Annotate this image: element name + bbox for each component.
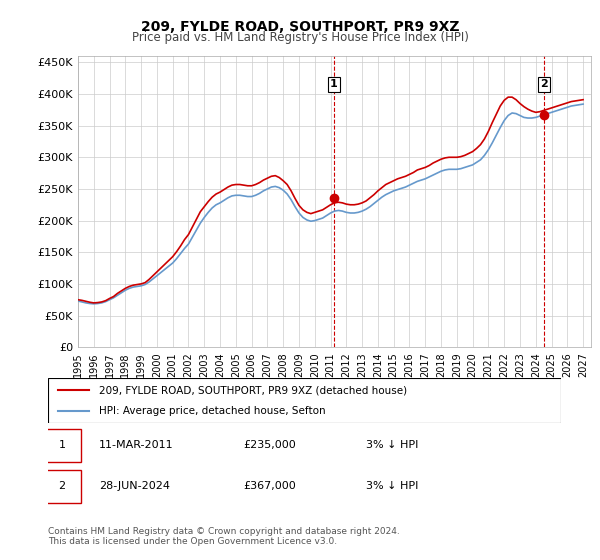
Text: 3% ↓ HPI: 3% ↓ HPI (366, 440, 418, 450)
Text: 11-MAR-2011: 11-MAR-2011 (100, 440, 174, 450)
FancyBboxPatch shape (48, 378, 561, 423)
Text: 2: 2 (58, 480, 65, 491)
Text: Contains HM Land Registry data © Crown copyright and database right 2024.
This d: Contains HM Land Registry data © Crown c… (48, 526, 400, 546)
Text: 1: 1 (330, 80, 338, 90)
Text: £235,000: £235,000 (243, 440, 296, 450)
Text: £367,000: £367,000 (243, 480, 296, 491)
FancyBboxPatch shape (43, 429, 82, 463)
Text: 2: 2 (540, 80, 548, 90)
Text: 1: 1 (58, 440, 65, 450)
Text: 3% ↓ HPI: 3% ↓ HPI (366, 480, 418, 491)
Text: 28-JUN-2024: 28-JUN-2024 (100, 480, 170, 491)
Text: Price paid vs. HM Land Registry's House Price Index (HPI): Price paid vs. HM Land Registry's House … (131, 31, 469, 44)
Text: 209, FYLDE ROAD, SOUTHPORT, PR9 9XZ: 209, FYLDE ROAD, SOUTHPORT, PR9 9XZ (141, 20, 459, 34)
FancyBboxPatch shape (43, 469, 82, 503)
Text: 209, FYLDE ROAD, SOUTHPORT, PR9 9XZ (detached house): 209, FYLDE ROAD, SOUTHPORT, PR9 9XZ (det… (100, 385, 407, 395)
Text: HPI: Average price, detached house, Sefton: HPI: Average price, detached house, Seft… (100, 405, 326, 416)
